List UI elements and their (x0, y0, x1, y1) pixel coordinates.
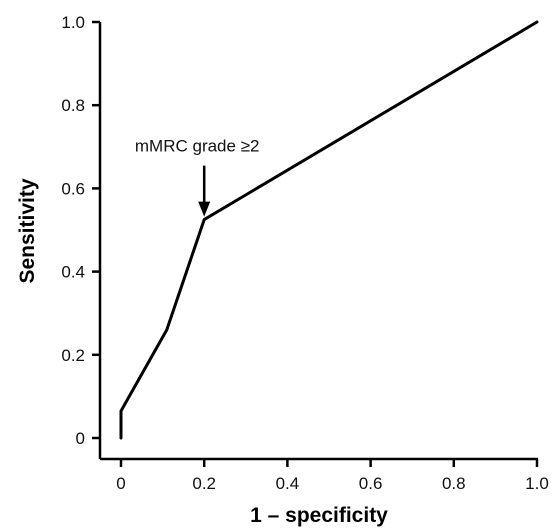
annotation-arrow-head (198, 201, 211, 217)
y-tick-label: 0 (76, 429, 85, 448)
y-tick-label: 0.2 (61, 346, 85, 365)
x-axis-title: 1 – specificity (250, 504, 388, 527)
y-tick-label: 0.6 (61, 179, 85, 198)
x-tick-label: 0.8 (442, 474, 466, 493)
roc-point (203, 218, 206, 221)
x-tick-label: 0.6 (359, 474, 383, 493)
y-axis-title: Sensitivity (16, 178, 39, 283)
roc-point (119, 409, 123, 413)
y-tick-label: 0.8 (61, 96, 85, 115)
annotation-label: mMRC grade ≥2 (135, 137, 260, 156)
ticks: 0 0.2 0.4 0.6 0.8 1.0 0 0.2 0.4 0.6 0.8 1.0 (61, 13, 548, 493)
x-tick-label: 0 (116, 474, 125, 493)
axes (98, 22, 538, 461)
x-tick-label: 1.0 (525, 474, 549, 493)
roc-point (165, 328, 168, 332)
y-tick-label: 1.0 (61, 13, 85, 32)
x-tick-label: 0.4 (276, 474, 300, 493)
y-tick-label: 0.4 (61, 263, 85, 282)
roc-point (119, 436, 123, 440)
x-tick-label: 0.2 (192, 474, 216, 493)
series (119, 20, 539, 440)
annotations: mMRC grade ≥2 (135, 137, 260, 217)
roc-point (535, 20, 539, 24)
roc-curve-line (119, 20, 539, 440)
